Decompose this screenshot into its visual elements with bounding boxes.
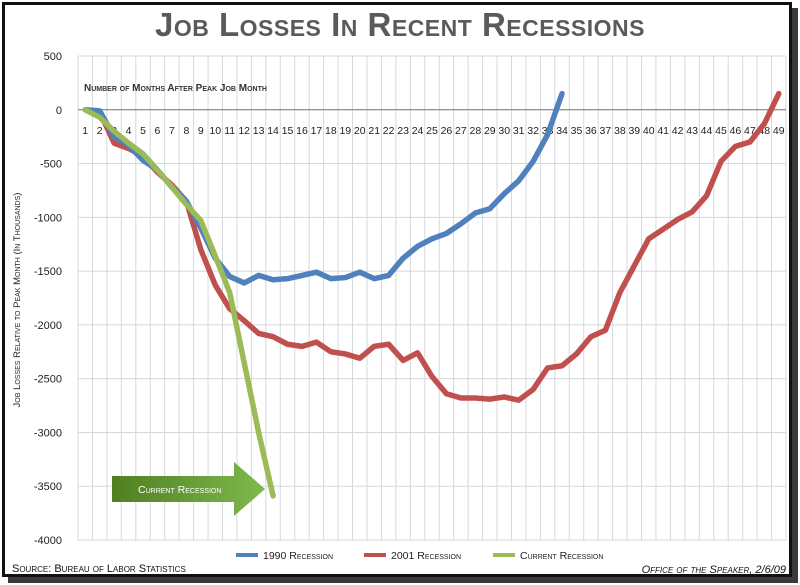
x-tick-label: 34 <box>556 125 568 137</box>
x-tick-label: 13 <box>253 125 265 137</box>
x-tick-label: 43 <box>686 125 698 137</box>
x-tick-label: 14 <box>267 125 279 137</box>
x-tick-label: 31 <box>513 125 525 137</box>
series-line-1 <box>82 90 782 403</box>
x-tick-label: 49 <box>773 125 785 137</box>
x-tick-label: 4 <box>126 125 132 137</box>
y-tick-label: -3000 <box>34 427 62 439</box>
x-tick-label: 41 <box>657 125 669 137</box>
x-tick-label: 45 <box>715 125 727 137</box>
x-axis-label: Number of Months After Peak Job Month <box>84 83 267 94</box>
legend-label-2: Current Recession <box>520 550 603 562</box>
x-tick-label: 18 <box>325 125 337 137</box>
x-tick-label: 36 <box>585 125 597 137</box>
x-tick-label: 35 <box>571 125 583 137</box>
x-tick-label: 37 <box>600 125 612 137</box>
x-tick-label: 24 <box>412 125 424 137</box>
y-tick-labels: 500 0 -500 -1000 -1500 -2000 -2500 -3000 -3500 -4… <box>34 51 62 547</box>
annotation-arrow: Current Recession <box>112 462 265 516</box>
annotation-text: Current Recession <box>138 484 221 496</box>
x-tick-label: 29 <box>484 125 496 137</box>
y-tick-label: -1500 <box>34 266 62 278</box>
x-tick-label: 15 <box>282 125 294 137</box>
x-tick-label: 8 <box>183 125 189 137</box>
y-tick-label: -2000 <box>34 320 62 332</box>
x-tick-label: 11 <box>224 125 235 137</box>
y-tick-label: -4000 <box>34 535 62 547</box>
y-tick-label: -3500 <box>34 481 62 493</box>
x-tick-label: 30 <box>498 125 510 137</box>
x-tick-label: 46 <box>730 125 742 137</box>
source-note: Source: Bureau of Labor Statistics <box>12 563 186 575</box>
x-tick-label: 40 <box>643 125 655 137</box>
x-tick-label: 42 <box>672 125 684 137</box>
legend-label-0: 1990 Recession <box>263 550 333 562</box>
y-tick-label: 0 <box>56 105 62 117</box>
y-tick-label: -2500 <box>34 374 62 386</box>
x-tick-label: 9 <box>198 125 204 137</box>
x-tick-label: 12 <box>238 125 250 137</box>
legend: 1990 Recession 2001 Recession Current Rece… <box>236 550 603 562</box>
x-tick-labels: 1 2 3 4 5 6 7 8 9 10 11 12 13 14 15 16 17 18 19 20 21 22 23 24 2… <box>82 125 784 137</box>
x-tick-label: 17 <box>311 125 323 137</box>
x-tick-label: 27 <box>455 125 467 137</box>
x-tick-label: 32 <box>527 125 539 137</box>
series-line-2 <box>82 107 276 499</box>
y-axis-label: Job Losses Relative to Peak Month (In Th… <box>12 193 23 408</box>
x-tick-label: 26 <box>441 125 453 137</box>
credit-note: Office of the Speaker, 2/6/09 <box>641 564 786 576</box>
legend-label-1: 2001 Recession <box>391 550 461 562</box>
x-tick-label: 2 <box>97 125 103 137</box>
y-tick-label: -500 <box>40 159 62 171</box>
y-tick-label: -1000 <box>34 212 62 224</box>
y-tick-label: 500 <box>44 51 62 63</box>
x-tick-label: 38 <box>614 125 626 137</box>
x-tick-label: 6 <box>155 125 161 137</box>
chart-title: Job Losses In Recent Recessions <box>154 6 646 43</box>
x-tick-label: 19 <box>339 125 351 137</box>
x-tick-label: 7 <box>169 125 175 137</box>
gridlines <box>77 55 787 541</box>
x-tick-label: 48 <box>758 125 770 137</box>
x-tick-label: 39 <box>628 125 640 137</box>
x-tick-label: 21 <box>368 125 380 137</box>
x-tick-label: 10 <box>209 125 221 137</box>
x-tick-label: 44 <box>701 125 713 137</box>
x-tick-label: 20 <box>354 125 366 137</box>
x-tick-label: 16 <box>296 125 308 137</box>
x-tick-label: 23 <box>397 125 409 137</box>
x-tick-label: 5 <box>140 125 146 137</box>
x-tick-label: 25 <box>426 125 438 137</box>
x-tick-label: 1 <box>82 125 88 137</box>
x-tick-label: 28 <box>470 125 482 137</box>
x-tick-label: 47 <box>744 125 756 137</box>
x-tick-label: 22 <box>383 125 395 137</box>
series-lines <box>82 90 782 499</box>
